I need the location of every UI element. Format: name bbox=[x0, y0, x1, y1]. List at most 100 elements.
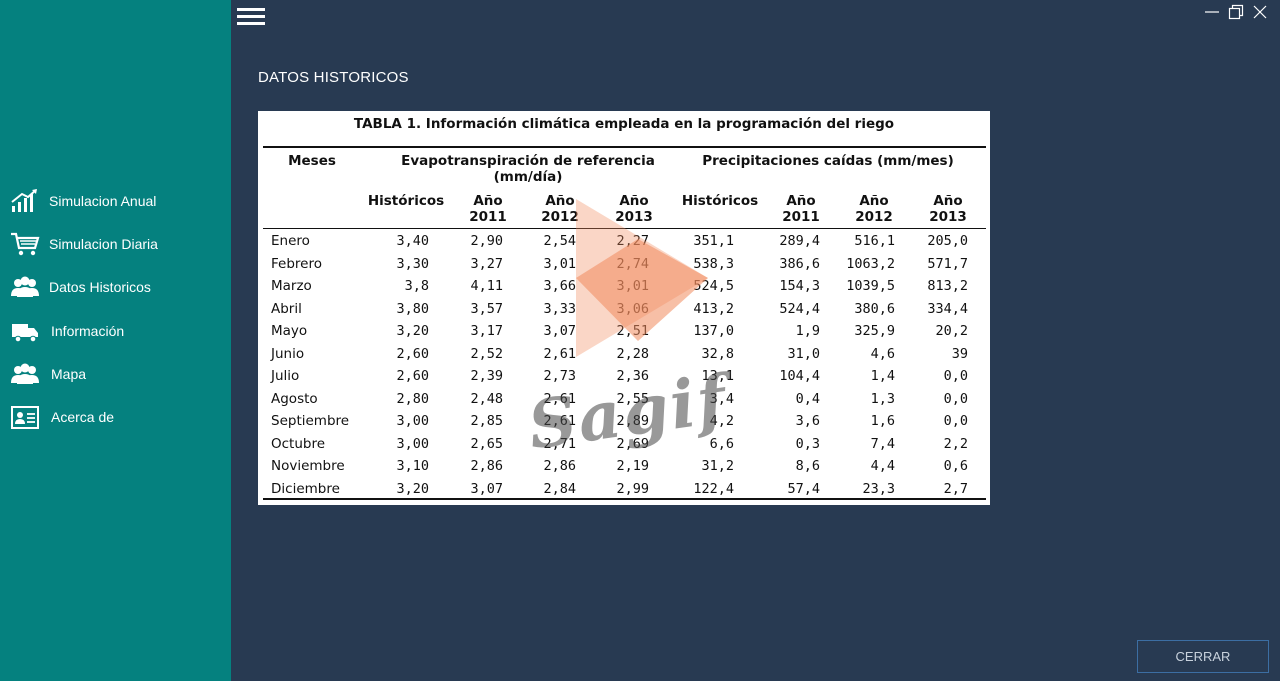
value-cell: 1,4 bbox=[870, 368, 895, 384]
subheader-2013-eto: Año 2013 bbox=[615, 193, 653, 225]
value-cell: 2,99 bbox=[616, 480, 649, 497]
value-cell: 2,85 bbox=[470, 413, 503, 429]
sidebar-item-simulacion-diaria[interactable]: Simulacion Diaria bbox=[0, 223, 231, 263]
value-cell: 538,3 bbox=[693, 255, 734, 272]
table-row: Julio 2,60 2,39 2,73 2,36 13,1 104,4 1,4 0,0 bbox=[258, 366, 990, 388]
value-cell: 2,73 bbox=[543, 368, 576, 384]
sidebar-item-informacion[interactable]: Información bbox=[0, 310, 231, 350]
value-cell: 39 bbox=[951, 345, 968, 362]
sidebar-item-label: Simulacion Anual bbox=[49, 193, 157, 209]
value-cell: 8,6 bbox=[795, 458, 820, 474]
table-row: Octubre 3,00 2,65 2,71 2,69 6,6 0,3 7,4 2,2 bbox=[258, 434, 990, 456]
value-cell: 2,74 bbox=[616, 255, 649, 272]
sidebar-item-mapa[interactable]: Mapa bbox=[0, 353, 231, 393]
subheader-2012-precip: Año 2012 bbox=[855, 193, 893, 225]
value-cell: 2,69 bbox=[616, 435, 649, 452]
value-cell: 1,3 bbox=[870, 390, 895, 407]
users-group-icon bbox=[11, 276, 39, 297]
value-cell: 7,4 bbox=[870, 435, 895, 452]
table-bottom-rule bbox=[263, 498, 986, 500]
value-cell: 2,86 bbox=[470, 458, 503, 474]
minimize-icon[interactable] bbox=[1202, 2, 1222, 22]
value-cell: 0,0 bbox=[943, 368, 968, 384]
table-header-rule bbox=[263, 228, 986, 229]
value-cell: 524,4 bbox=[779, 300, 820, 317]
table-row: Diciembre 3,20 3,07 2,84 2,99 122,4 57,4 23,3 2,… bbox=[258, 479, 990, 501]
value-cell: 325,9 bbox=[854, 323, 895, 339]
month-cell: Abril bbox=[271, 300, 302, 317]
value-cell: 413,2 bbox=[693, 300, 734, 317]
value-cell: 3,01 bbox=[543, 255, 576, 272]
hamburger-menu-icon[interactable] bbox=[237, 8, 265, 28]
value-cell: 32,8 bbox=[701, 345, 734, 362]
sidebar-item-simulacion-anual[interactable]: Simulacion Anual bbox=[0, 180, 231, 220]
value-cell: 6,6 bbox=[709, 435, 734, 452]
value-cell: 2,90 bbox=[470, 233, 503, 249]
value-cell: 104,4 bbox=[779, 368, 820, 384]
value-cell: 205,0 bbox=[927, 233, 968, 249]
value-cell: 4,6 bbox=[870, 345, 895, 362]
close-icon[interactable] bbox=[1250, 2, 1270, 22]
table-row: Febrero 3,30 3,27 3,01 2,74 538,3 386,6 1063,2 5… bbox=[258, 254, 990, 276]
value-cell: 2,86 bbox=[543, 458, 576, 474]
month-cell: Enero bbox=[271, 233, 310, 249]
value-cell: 2,61 bbox=[543, 390, 576, 407]
table-row: Septiembre 3,00 2,85 2,61 2,89 4,2 3,6 1,6 0,0 bbox=[258, 411, 990, 433]
header-precipitaciones: Precipitaciones caídas (mm/mes) bbox=[702, 153, 954, 169]
subheader-historicos-precip: Históricos bbox=[681, 193, 759, 209]
value-cell: 3,80 bbox=[396, 300, 429, 317]
month-cell: Diciembre bbox=[271, 480, 340, 497]
value-cell: 0,4 bbox=[795, 390, 820, 407]
value-cell: 2,28 bbox=[616, 345, 649, 362]
value-cell: 3,00 bbox=[396, 435, 429, 452]
value-cell: 813,2 bbox=[927, 278, 968, 294]
value-cell: 2,61 bbox=[543, 345, 576, 362]
close-button[interactable]: CERRAR bbox=[1137, 640, 1269, 673]
value-cell: 3,27 bbox=[470, 255, 503, 272]
value-cell: 137,0 bbox=[693, 323, 734, 339]
value-cell: 154,3 bbox=[779, 278, 820, 294]
sidebar-item-acerca-de[interactable]: Acerca de bbox=[0, 396, 231, 436]
header-evapotranspiracion: Evapotranspiración de referencia (mm/día… bbox=[401, 153, 655, 185]
page-title: DATOS HISTORICOS bbox=[258, 69, 409, 86]
value-cell: 122,4 bbox=[693, 480, 734, 497]
subheader-2011-eto: Año 2011 bbox=[469, 193, 507, 225]
value-cell: 4,4 bbox=[870, 458, 895, 474]
value-cell: 57,4 bbox=[787, 480, 820, 497]
value-cell: 2,55 bbox=[616, 390, 649, 407]
value-cell: 3,20 bbox=[396, 480, 429, 497]
month-cell: Agosto bbox=[271, 390, 318, 407]
value-cell: 3,01 bbox=[616, 278, 649, 294]
value-cell: 3,6 bbox=[795, 413, 820, 429]
value-cell: 2,71 bbox=[543, 435, 576, 452]
table-row: Marzo 3,8 4,11 3,66 3,01 524,5 154,3 1039,5 813,… bbox=[258, 276, 990, 298]
value-cell: 31,0 bbox=[787, 345, 820, 362]
sidebar: Simulacion Anual Simulacion Diaria Datos bbox=[0, 0, 231, 681]
value-cell: 3,07 bbox=[470, 480, 503, 497]
value-cell: 3,20 bbox=[396, 323, 429, 339]
value-cell: 2,84 bbox=[543, 480, 576, 497]
value-cell: 0,0 bbox=[943, 413, 968, 429]
value-cell: 0,6 bbox=[943, 458, 968, 474]
main-content: DATOS HISTORICOS TABLA 1. Información cl… bbox=[231, 0, 1280, 681]
month-cell: Julio bbox=[271, 368, 300, 384]
value-cell: 3,07 bbox=[543, 323, 576, 339]
table-row: Agosto 2,80 2,48 2,61 2,55 3,4 0,4 1,3 0,0 bbox=[258, 389, 990, 411]
table-row: Junio 2,60 2,52 2,61 2,28 32,8 31,0 4,6 39 bbox=[258, 344, 990, 366]
month-cell: Septiembre bbox=[271, 413, 350, 429]
sidebar-item-datos-historicos[interactable]: Datos Historicos bbox=[0, 266, 231, 306]
table-row: Mayo 3,20 3,17 3,07 2,51 137,0 1,9 325,9 20,2 bbox=[258, 321, 990, 343]
restore-icon[interactable] bbox=[1226, 2, 1246, 22]
truck-icon bbox=[12, 324, 38, 343]
users-group-icon bbox=[11, 363, 39, 384]
month-cell: Junio bbox=[271, 345, 305, 362]
value-cell: 0,3 bbox=[795, 435, 820, 452]
month-cell: Noviembre bbox=[271, 458, 345, 474]
value-cell: 2,19 bbox=[616, 458, 649, 474]
value-cell: 3,17 bbox=[470, 323, 503, 339]
value-cell: 524,5 bbox=[693, 278, 734, 294]
value-cell: 3,33 bbox=[543, 300, 576, 317]
window-controls bbox=[1202, 2, 1272, 22]
value-cell: 2,27 bbox=[616, 233, 649, 249]
subheader-historicos-eto: Históricos bbox=[367, 193, 445, 209]
